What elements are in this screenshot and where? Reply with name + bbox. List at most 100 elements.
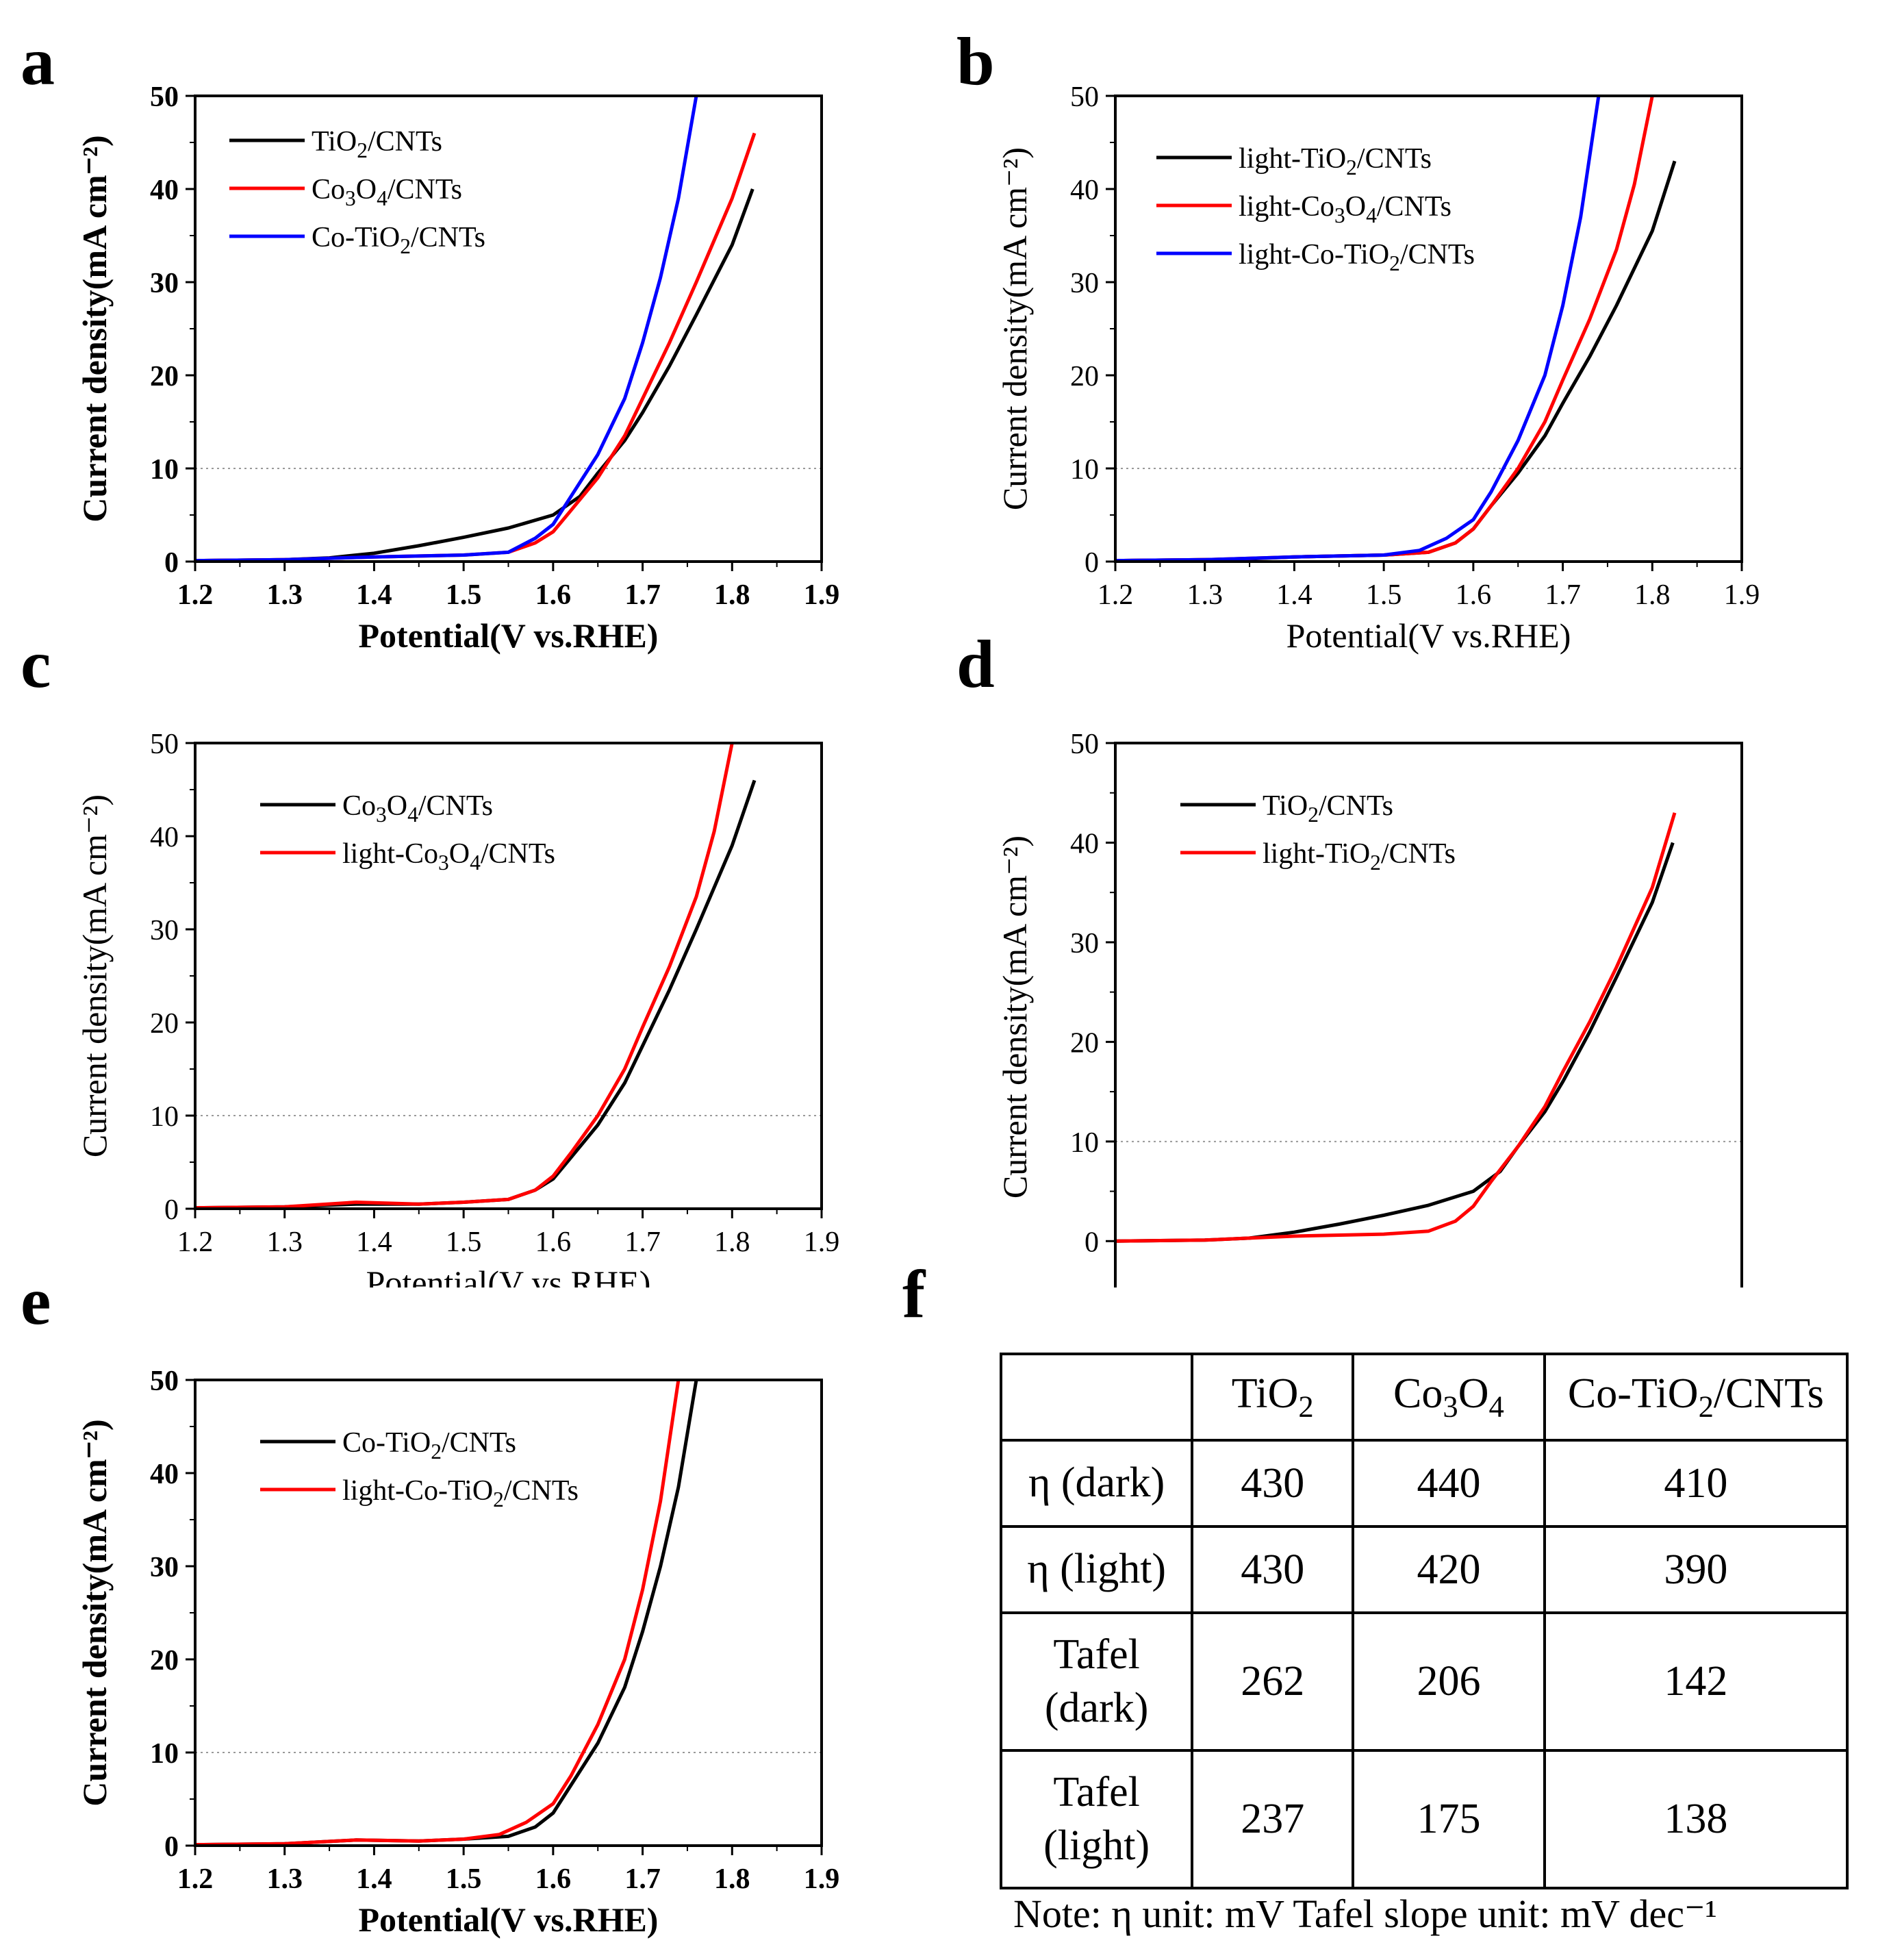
chart-c: 1.2 1.3 1.4 1.5 1.6 1.7 1.8 1.901020304050Poten…: [75, 729, 840, 1302]
series-line-1: [195, 743, 734, 1209]
x-tick-label: 1.2: [177, 1863, 214, 1895]
y-tick-label: 50: [150, 729, 179, 760]
legend-label-2: light-Co-TiO2/CNTs: [1239, 239, 1475, 275]
y-tick-label: 0: [1085, 547, 1099, 579]
series-line-2: [195, 96, 698, 562]
legend-label-0: TiO2/CNTs: [312, 126, 442, 162]
x-tick-label: 1.2: [177, 579, 214, 611]
legend-label-2: Co-TiO2/CNTs: [312, 222, 485, 258]
table-cell: 420: [1352, 1525, 1546, 1614]
x-tick-label: 1.7: [1545, 579, 1581, 611]
x-tick-label: 1.6: [535, 1227, 572, 1258]
x-tick-label: 1.4: [356, 1863, 392, 1895]
y-tick-label: 20: [150, 1008, 179, 1040]
x-tick-label: 1.4: [1276, 579, 1313, 611]
y-tick-label: 50: [1070, 729, 1099, 760]
x-tick-label: 1.9: [1724, 579, 1760, 611]
table-cell: 175: [1352, 1749, 1546, 1889]
x-tick-label: 1.5: [1366, 579, 1402, 611]
series-line-1: [195, 132, 757, 562]
legend-label-1: light-Co3O4/CNTs: [1239, 191, 1451, 227]
panel-e: e 1.2 1.3 1.4 1.5 1.6 1.7 1.8 1.9 0 10 20 30 40 50 Pot…: [0, 1267, 951, 1957]
y-axis-label: Current density(mA cm⁻²): [75, 135, 114, 522]
y-tick-label: 40: [150, 175, 179, 206]
x-tick-label: 1.2: [177, 1227, 214, 1258]
y-tick-label: 20: [1070, 1027, 1099, 1059]
y-tick-label: 10: [150, 454, 179, 486]
y-tick-label: 40: [150, 822, 179, 853]
x-tick-label: 1.7: [624, 579, 661, 611]
x-tick-label: 1.5: [446, 1863, 482, 1895]
x-tick-label: 1.7: [624, 1227, 661, 1258]
y-tick-label: 20: [150, 361, 179, 392]
x-axis-label: Potential(V vs.RHE): [359, 1900, 659, 1939]
y-tick-label: 50: [1070, 81, 1099, 113]
y-tick-label: 0: [164, 1194, 179, 1226]
table-header-row: TiO2 Co3O4 Co-TiO2/CNTs: [999, 1353, 1849, 1442]
y-axis-label: Current density(mA cm⁻²): [75, 1419, 114, 1806]
y-tick-label: 30: [1070, 928, 1099, 959]
table-cell: 237: [1191, 1749, 1355, 1889]
y-tick-label: 30: [150, 268, 179, 299]
table-header-cell: Co-TiO2/CNTs: [1543, 1353, 1849, 1442]
panel-label-c: c: [21, 626, 51, 702]
x-tick-label: 1.6: [535, 1863, 572, 1895]
y-tick-label: 20: [1070, 361, 1099, 392]
legend-label-1: light-TiO2/CNTs: [1263, 838, 1456, 875]
legend-label-1: light-Co-TiO2/CNTs: [342, 1475, 579, 1511]
panel-a: a 1.2 1.3 1.4 1.5 1.6 1.7 1.8 1.9 0 10 20 30 40 50 Pot…: [0, 0, 951, 657]
table-cell: 410: [1543, 1439, 1849, 1528]
panel-label-e: e: [21, 1263, 51, 1339]
legend-label-1: light-Co3O4/CNTs: [342, 838, 555, 875]
table-cell: 430: [1191, 1525, 1355, 1614]
table-row-label: Tafel (light): [999, 1749, 1194, 1889]
panel-d: d 1.21.31.41.51.61.71.81.901020304050Pot…: [951, 630, 1902, 1385]
y-tick-label: 30: [150, 1552, 179, 1583]
table-row-label: η (light): [999, 1525, 1194, 1614]
summary-table: TiO2 Co3O4 Co-TiO2/CNTs η (dark) 430 440 410 η …: [999, 1353, 1849, 1889]
series-line-2: [1115, 96, 1601, 562]
chart-b: 1.2 1.3 1.4 1.5 1.6 1.7 1.8 1.9 0 10 20 30 40 50 Poten…: [996, 81, 1760, 655]
y-tick-label: 50: [150, 1366, 179, 1397]
y-tick-label: 20: [150, 1645, 179, 1676]
y-tick-label: 10: [150, 1738, 179, 1770]
series-line-1: [1115, 812, 1677, 1243]
x-tick-label: 1.5: [446, 579, 482, 611]
x-tick-label: 1.4: [356, 1227, 392, 1258]
x-tick-label: 1.9: [804, 1227, 840, 1258]
y-axis-label: Current density(mA cm⁻²): [996, 147, 1034, 510]
x-axis-label: Potential(V vs.RHE): [1286, 616, 1571, 655]
y-tick-label: 40: [1070, 828, 1099, 859]
x-tick-label: 1.3: [266, 1227, 303, 1258]
x-tick-label: 1.8: [714, 1227, 750, 1258]
y-tick-label: 0: [164, 547, 179, 579]
x-tick-label: 1.6: [535, 579, 572, 611]
panel-label-b: b: [956, 23, 995, 99]
table-row-label: Tafel (dark): [999, 1611, 1194, 1752]
x-tick-label: 1.8: [714, 579, 750, 611]
table-note: Note: η unit: mV Tafel slope unit: mV de…: [1013, 1892, 1717, 1936]
chart-e: 1.2 1.3 1.4 1.5 1.6 1.7 1.8 1.9 0 10 20 30 40 50 Poten…: [75, 1366, 839, 1939]
plot-frame: [194, 95, 823, 563]
panel-label-f: f: [902, 1256, 926, 1332]
x-tick-label: 1.5: [446, 1227, 482, 1258]
legend-label-0: light-TiO2/CNTs: [1239, 143, 1432, 179]
x-tick-label: 1.7: [624, 1863, 661, 1895]
y-axis-label: Current density(mA cm⁻²): [996, 835, 1034, 1198]
table-cell: 138: [1543, 1749, 1849, 1889]
x-tick-label: 1.3: [1187, 579, 1223, 611]
x-tick-label: 1.3: [266, 579, 303, 611]
summary-table-container: TiO2 Co3O4 Co-TiO2/CNTs η (dark) 430 440 410 η …: [999, 1353, 1849, 1889]
y-tick-label: 40: [1070, 175, 1099, 206]
series-line-0: [1115, 842, 1675, 1243]
chart-d: 1.21.31.41.51.61.71.81.901020304050Poten…: [996, 729, 1760, 1384]
table-row: η (dark) 430 440 410: [999, 1439, 1849, 1528]
chart-a: 1.2 1.3 1.4 1.5 1.6 1.7 1.8 1.9 0 10 20 30 40 50 Poten…: [75, 81, 839, 655]
table-row: η (light) 430 420 390: [999, 1525, 1849, 1614]
y-tick-label: 50: [150, 81, 179, 113]
y-tick-label: 40: [150, 1459, 179, 1490]
table-row: Tafel (light) 237 175 138: [999, 1749, 1849, 1889]
table-header-cell: TiO2: [1191, 1353, 1355, 1442]
table-cell: 430: [1191, 1439, 1355, 1528]
x-tick-label: 1.6: [1456, 579, 1492, 611]
